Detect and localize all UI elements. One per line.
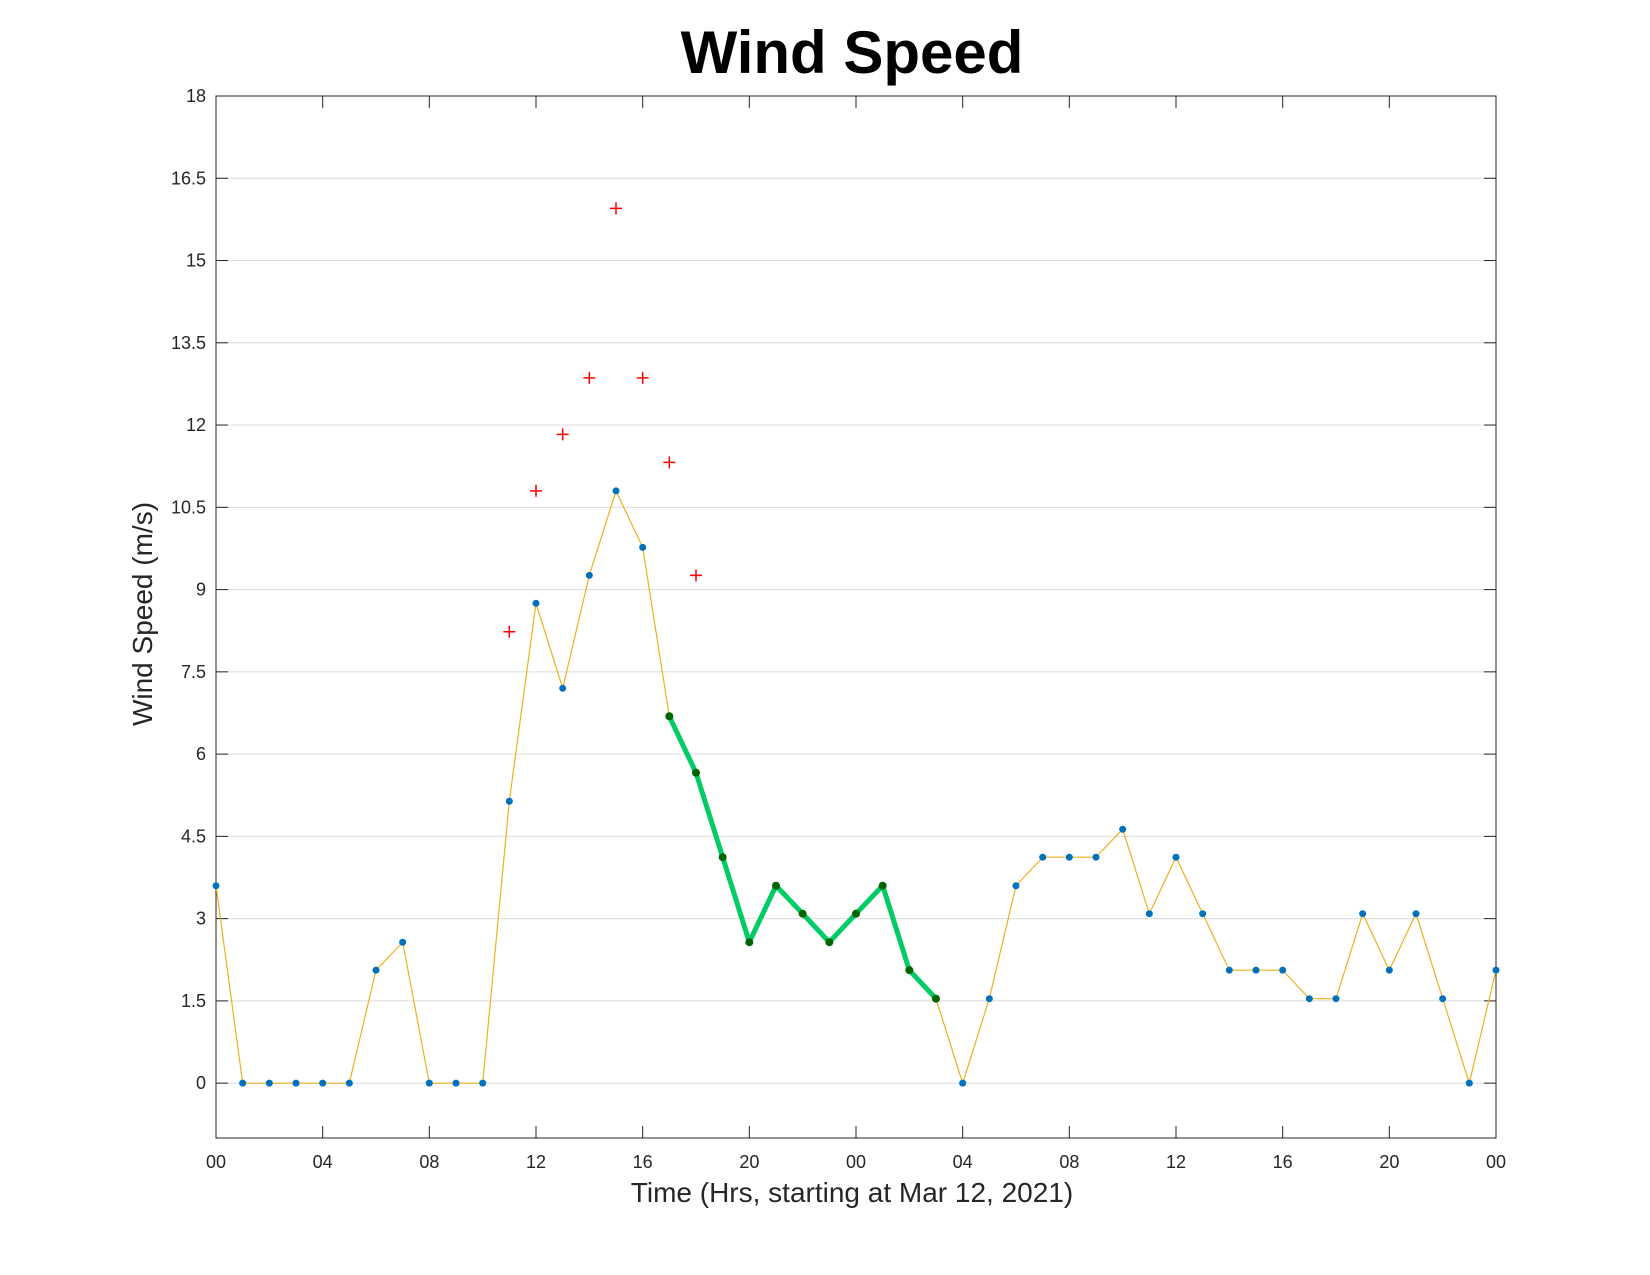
gust-plus-marker — [610, 202, 622, 215]
gust-plus-marker — [663, 456, 676, 469]
wind-speed-point — [399, 938, 407, 946]
y-tick-label: 9 — [196, 580, 206, 600]
wind-speed-point — [1465, 1079, 1473, 1087]
wind-speed-point — [1199, 910, 1207, 918]
x-tick-label: 04 — [953, 1152, 973, 1172]
wind-speed-point — [585, 571, 593, 579]
wind-speed-point — [1225, 966, 1233, 974]
gust-plus-marker — [556, 428, 569, 441]
axis-ticks — [215, 95, 1497, 1138]
gust-plus-marker — [530, 484, 542, 497]
x-tick-label: 08 — [1059, 1152, 1079, 1172]
plot-area-frame — [215, 95, 1497, 1139]
wind-speed-point — [479, 1079, 487, 1087]
wind-speed-point — [985, 995, 993, 1003]
wind-speed-point — [1492, 966, 1500, 974]
wind-speed-point — [1252, 966, 1260, 974]
highlighted-point — [825, 938, 834, 947]
wind-speed-point — [1172, 853, 1180, 861]
highlighted-point — [718, 853, 727, 862]
wind-speed-point — [1145, 910, 1153, 918]
highlighted-point — [692, 768, 700, 777]
x-tick-label: 00 — [846, 1152, 866, 1172]
x-tick-label: 00 — [1486, 1152, 1506, 1172]
x-axis-tick-labels: 00 04 08 12 16 20 00 04 08 12 16 20 00 — [206, 1152, 1506, 1172]
gust-plus-marker — [583, 371, 596, 384]
wind-speed-point — [1065, 853, 1073, 861]
x-tick-label: 08 — [419, 1152, 439, 1172]
highlighted-point — [745, 938, 754, 947]
highlighted-point — [878, 881, 887, 890]
highlighted-segment-line — [666, 713, 939, 1002]
y-tick-label: 3 — [196, 909, 206, 929]
gust-plus-marker — [636, 371, 649, 384]
y-axis-label: Wind Speed (m/s) — [127, 502, 158, 726]
series-layer — [212, 202, 1500, 1087]
highlighted-point — [772, 881, 780, 890]
y-tick-label: 1.5 — [181, 991, 206, 1011]
y-tick-label: 10.5 — [171, 497, 206, 517]
y-tick-label: 12 — [186, 415, 206, 435]
wind-speed-point — [372, 966, 380, 974]
wind-speed-point — [292, 1079, 300, 1087]
x-tick-label: 04 — [313, 1152, 333, 1172]
x-tick-label: 00 — [206, 1152, 226, 1172]
x-tick-label: 12 — [526, 1152, 546, 1172]
wind-speed-point — [1012, 882, 1020, 890]
y-tick-label: 4.5 — [181, 826, 206, 846]
gust-plus-marker — [690, 569, 702, 582]
x-tick-label: 20 — [1379, 1152, 1399, 1172]
highlighted-point — [665, 712, 674, 721]
wind-speed-point — [1092, 853, 1100, 861]
y-tick-label: 15 — [186, 251, 206, 271]
wind-speed-point — [319, 1079, 327, 1087]
wind-speed-point — [1279, 966, 1287, 974]
wind-speed-point — [612, 487, 620, 495]
wind-speed-point — [1385, 966, 1393, 974]
wind-speed-point — [212, 882, 220, 890]
wind-speed-point — [1332, 995, 1340, 1003]
wind-speed-point — [532, 599, 540, 607]
wind-speed-point — [239, 1079, 247, 1087]
gust-plus-marker — [503, 625, 516, 638]
wind-speed-point — [1039, 853, 1047, 861]
wind-speed-point — [959, 1079, 967, 1087]
y-tick-label: 0 — [196, 1073, 206, 1093]
x-tick-label: 16 — [1273, 1152, 1293, 1172]
y-tick-label: 16.5 — [171, 168, 206, 188]
wind-speed-point — [1119, 825, 1127, 833]
wind-speed-point — [505, 797, 513, 805]
grid-lines — [216, 95, 1496, 1084]
wind-speed-point — [265, 1079, 273, 1087]
wind-speed-point — [425, 1079, 433, 1087]
y-tick-label: 13.5 — [171, 333, 206, 353]
y-tick-label: 18 — [186, 86, 206, 106]
x-axis-label: Time (Hrs, starting at Mar 12, 2021) — [631, 1177, 1073, 1208]
x-tick-label: 16 — [633, 1152, 653, 1172]
wind-speed-point — [345, 1079, 353, 1087]
wind-speed-point — [1359, 910, 1367, 918]
wind-speed-point — [1412, 910, 1420, 918]
x-tick-label: 12 — [1166, 1152, 1186, 1172]
y-tick-label: 7.5 — [181, 662, 206, 682]
wind-speed-point — [1439, 995, 1447, 1003]
highlighted-point — [798, 909, 807, 918]
y-tick-label: 6 — [196, 744, 206, 764]
wind-speed-point — [1305, 995, 1313, 1003]
wind-speed-line — [215, 489, 1497, 1086]
highlighted-point — [905, 966, 914, 975]
highlighted-point — [932, 994, 940, 1003]
y-axis-tick-labels: 0 1.5 3 4.5 6 7.5 9 10.5 12 13.5 15 16.5 18 — [171, 86, 206, 1093]
x-tick-label: 20 — [739, 1152, 759, 1172]
wind-speed-point — [559, 684, 567, 692]
highlighted-point — [852, 909, 860, 918]
wind-speed-point — [452, 1079, 460, 1087]
chart-title: Wind Speed — [681, 19, 1024, 86]
wind-speed-point — [639, 543, 647, 551]
